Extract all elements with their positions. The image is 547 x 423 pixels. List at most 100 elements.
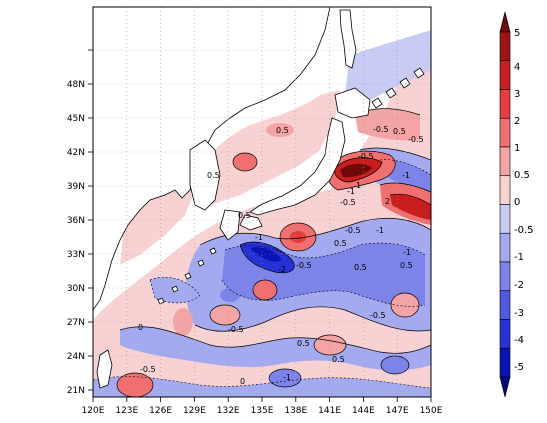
lat-label: 30N	[67, 284, 85, 294]
eddy-warm-8	[391, 293, 419, 317]
contour-lines	[116, 108, 431, 397]
colorbar-label: -1	[514, 252, 524, 263]
lon-label: 123E	[115, 406, 138, 416]
lon-label: 144E	[352, 406, 375, 416]
contour-label: -0.5	[296, 261, 312, 270]
colorbar-swatch	[499, 290, 511, 320]
contour-label: -0.5	[345, 226, 361, 235]
contour-label: -0.5	[370, 311, 386, 320]
lat-label: 42N	[67, 148, 85, 158]
contour-label: 0	[240, 377, 245, 386]
colorbar-label: -5	[514, 362, 524, 373]
colorbar-bottom-arrow	[499, 376, 511, 398]
lat-label: 36N	[67, 216, 85, 226]
contour-label: 0.5	[332, 355, 345, 364]
eddy-warm-3	[314, 335, 346, 355]
colorbar-label: 0.5	[514, 170, 530, 181]
tick-marks	[88, 49, 432, 402]
warm-core-center	[340, 163, 372, 178]
lat-label: 24N	[67, 352, 85, 362]
colorbar-swatch	[499, 261, 511, 292]
blue-band-south	[120, 326, 431, 371]
colorbar-label: 3	[514, 89, 520, 100]
contour-label: -2	[278, 265, 286, 274]
colorbar-swatch	[499, 146, 511, 177]
kyushu	[219, 209, 241, 241]
lon-label: 138E	[284, 406, 307, 416]
lat-label: 33N	[67, 250, 85, 260]
contour-label: -1	[376, 226, 384, 235]
contour-label: 0	[138, 323, 143, 332]
lat-labels: 21N 24N 27N 30N 33N 36N 39N 42N 45N 48N	[67, 80, 85, 396]
eddy-warm-6	[266, 123, 294, 137]
contour-lines-negative	[93, 159, 431, 389]
lon-label: 120E	[82, 406, 105, 416]
lon-label: 132E	[217, 406, 240, 416]
lon-label: 141E	[318, 406, 341, 416]
contour-label: 0.5	[393, 127, 406, 136]
eddy-warm-1-core	[290, 231, 306, 243]
contour-label: 2	[385, 197, 390, 206]
colorbar-swatch	[499, 347, 511, 378]
sakhalin	[339, 9, 357, 69]
lon-label: 147E	[386, 406, 409, 416]
eddy-warm-5	[233, 153, 257, 171]
graticule	[93, 7, 431, 397]
eddy-cool-4	[220, 288, 240, 302]
blue-core-dark	[250, 247, 282, 262]
colorbar-label: -4	[514, 335, 524, 346]
lat-label: 45N	[67, 114, 85, 124]
colorbar-swatch	[499, 89, 511, 119]
colorbar-label: 1	[514, 143, 520, 154]
colorbar-top-arrow	[499, 11, 511, 33]
contour-label: -1	[403, 248, 411, 257]
lon-label: 150E	[420, 406, 443, 416]
colorbar-label: -2	[514, 280, 524, 291]
contour-label: 0.5	[297, 339, 310, 348]
colorbar-swatch	[499, 319, 511, 349]
honshu	[249, 117, 346, 216]
eddy-warm-2	[253, 280, 277, 300]
taiwan	[96, 349, 113, 389]
lat-label: 39N	[67, 182, 85, 192]
contour-label: -1	[283, 373, 291, 382]
colorbar-label: 0	[514, 197, 520, 208]
colorbar-swatch	[499, 60, 511, 90]
contour-label: -0.5	[140, 365, 156, 374]
colorbar-label: -3	[514, 308, 524, 319]
colorbar-labels: 5 4 3 2 1 0.5 0 -0.5 -1 -2 -3 -4 -5	[514, 28, 534, 373]
contour-label: -1	[402, 171, 410, 180]
contour-labels: 0.5 -0.5 0.5 -0.5 -0.5 0.5 -1 1 2 -1 -0.…	[138, 125, 424, 386]
contour-label: 0.5	[334, 239, 347, 248]
japan-sea-pink	[190, 90, 340, 205]
colorbar-label: 5	[514, 28, 520, 39]
contour-label: 0.5	[207, 171, 220, 180]
contour-label: -0.5	[408, 135, 424, 144]
contour-label: -1	[347, 187, 355, 196]
shikoku	[239, 214, 263, 231]
contour-label: -1	[255, 233, 263, 242]
kuril-islands	[371, 67, 425, 109]
colorbar-swatch	[499, 175, 511, 205]
ryukyu-islands	[157, 247, 217, 305]
colorbar-label: 4	[514, 62, 520, 73]
contour-label: 1	[356, 181, 361, 190]
hokkaido	[334, 87, 371, 119]
colorbar-label: 2	[514, 116, 520, 127]
colorbar-swatch	[499, 117, 511, 148]
lat-label: 27N	[67, 318, 85, 328]
lon-label: 129E	[183, 406, 206, 416]
lon-label: 135E	[251, 406, 274, 416]
colorbar-swatch	[499, 232, 511, 263]
lon-labels: 120E 123E 126E 129E 132E 135E 138E 141E …	[82, 406, 443, 416]
colorbar-swatch	[499, 31, 511, 62]
colorbar-label: -0.5	[514, 225, 534, 236]
contour-label: 0.5	[276, 126, 289, 135]
eddy-warm-9	[173, 308, 193, 336]
eddy-warm-7	[210, 305, 240, 325]
contour-label: -0.5	[340, 198, 356, 207]
lat-label: 48N	[67, 80, 85, 90]
contour-label: -0.5	[228, 325, 244, 334]
eddy-cool-2	[381, 356, 409, 374]
